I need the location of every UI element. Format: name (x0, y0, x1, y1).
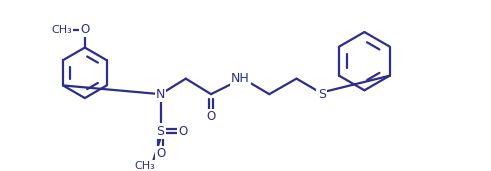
Text: S: S (157, 124, 164, 137)
Text: O: O (178, 124, 188, 137)
Text: CH₃: CH₃ (51, 25, 72, 35)
Text: S: S (318, 88, 326, 101)
Text: N: N (156, 88, 165, 101)
Text: O: O (156, 147, 165, 160)
Text: O: O (80, 23, 89, 36)
Text: O: O (206, 110, 216, 123)
Text: CH₃: CH₃ (135, 161, 155, 171)
Text: NH: NH (231, 72, 249, 85)
